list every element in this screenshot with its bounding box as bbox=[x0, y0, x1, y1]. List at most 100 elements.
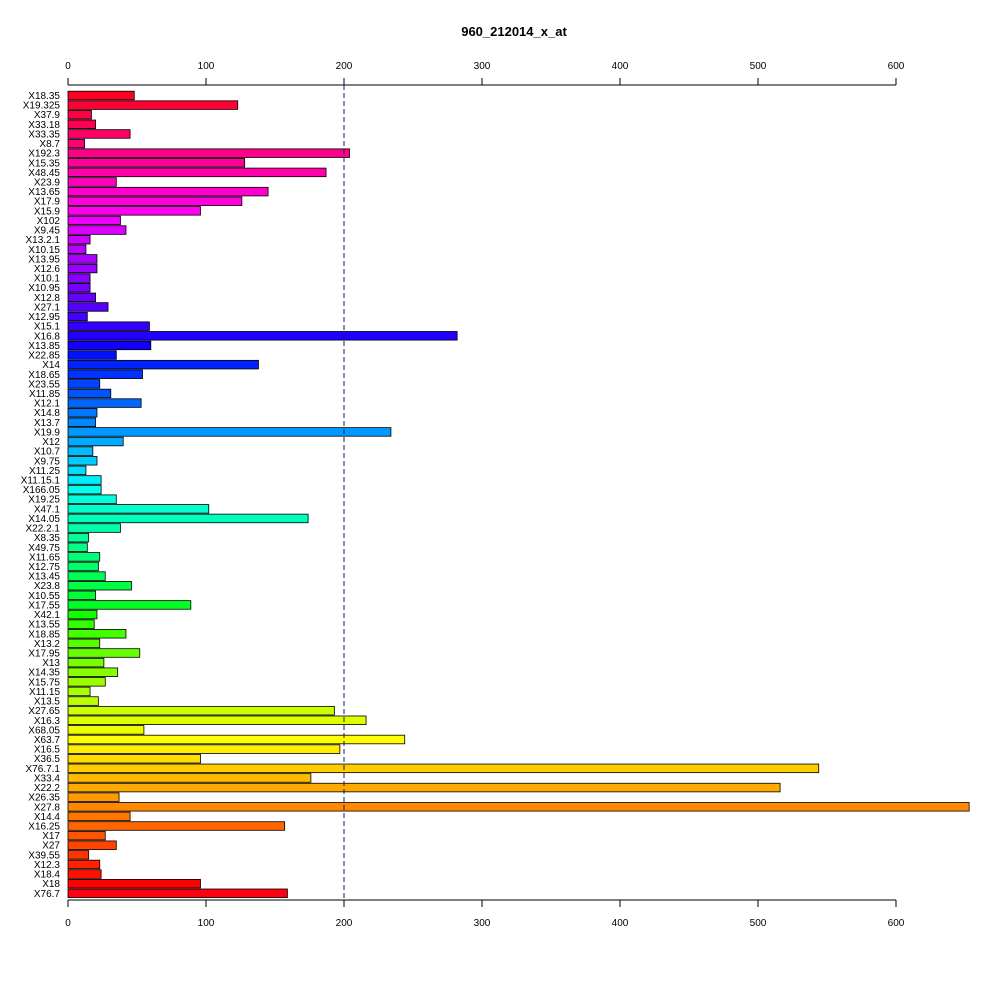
x-tick-label-bottom: 600 bbox=[888, 918, 905, 929]
bar bbox=[67, 619, 95, 629]
bar bbox=[67, 158, 246, 168]
bar bbox=[67, 802, 970, 812]
bar bbox=[67, 542, 88, 552]
category-label: X76.7.1 bbox=[26, 764, 61, 775]
category-label: X12.95 bbox=[28, 312, 60, 323]
bar bbox=[67, 696, 99, 706]
x-tick-label-top: 500 bbox=[750, 61, 767, 72]
bar bbox=[67, 571, 106, 581]
category-label: X15.1 bbox=[34, 322, 61, 333]
category-label: X33.35 bbox=[28, 129, 60, 140]
bar bbox=[67, 446, 94, 456]
category-label: X8.35 bbox=[34, 533, 61, 544]
category-label: X23.8 bbox=[34, 581, 61, 592]
category-label: X15.9 bbox=[34, 206, 61, 217]
category-label: X27.1 bbox=[34, 302, 61, 313]
bar bbox=[67, 148, 350, 158]
category-label: X192.3 bbox=[28, 149, 60, 160]
bar bbox=[67, 90, 135, 101]
category-label: X9.45 bbox=[34, 226, 61, 237]
category-label: X11.15 bbox=[29, 687, 60, 698]
category-label: X11.85 bbox=[29, 389, 60, 400]
category-label: X11.25 bbox=[29, 466, 60, 477]
x-tick-label-bottom: 300 bbox=[474, 918, 491, 929]
category-label: X22.2.1 bbox=[26, 524, 61, 535]
bar bbox=[67, 677, 106, 687]
x-tick-label-top: 0 bbox=[65, 61, 71, 72]
bar bbox=[67, 417, 97, 428]
bar bbox=[67, 532, 90, 543]
bar bbox=[67, 705, 335, 716]
bar bbox=[67, 475, 102, 485]
bar bbox=[67, 773, 312, 783]
category-label: X13.95 bbox=[28, 254, 60, 265]
x-tick-label-bottom: 500 bbox=[750, 918, 767, 929]
bar bbox=[67, 436, 124, 447]
category-label: X63.7 bbox=[34, 735, 61, 746]
bar bbox=[67, 177, 117, 187]
category-label: X26.35 bbox=[28, 793, 60, 804]
bar bbox=[67, 667, 119, 677]
bar bbox=[67, 119, 97, 130]
bar bbox=[67, 465, 87, 476]
category-label: X10.1 bbox=[34, 274, 61, 285]
x-axis-top: 0 100 200 300 400 500 600 bbox=[65, 61, 905, 86]
bar bbox=[67, 484, 102, 495]
category-label: X17.9 bbox=[34, 197, 61, 208]
bar bbox=[67, 648, 141, 658]
bar bbox=[67, 427, 392, 437]
category-label: X16.25 bbox=[28, 822, 60, 833]
bar bbox=[67, 331, 458, 341]
category-label: X166.05 bbox=[23, 485, 61, 496]
bar bbox=[67, 657, 105, 668]
bar bbox=[67, 811, 131, 822]
category-label: X13.2 bbox=[34, 639, 61, 650]
bar bbox=[67, 763, 820, 774]
category-label: X39.55 bbox=[28, 850, 60, 861]
x-axis-bottom: 0 100 200 300 400 500 600 bbox=[65, 899, 905, 929]
category-label: X17 bbox=[42, 831, 60, 842]
category-label: X19.25 bbox=[28, 495, 60, 506]
category-label: X23.9 bbox=[34, 178, 61, 189]
bar bbox=[67, 359, 259, 370]
category-label: X14.05 bbox=[28, 514, 60, 525]
category-label: X16.5 bbox=[34, 745, 61, 756]
category-label: X37.9 bbox=[34, 110, 61, 121]
bar bbox=[67, 609, 98, 620]
category-label: X13.55 bbox=[28, 620, 60, 631]
category-label: X17.55 bbox=[28, 600, 60, 611]
category-label: X102 bbox=[37, 216, 61, 227]
bar bbox=[67, 590, 97, 601]
bar bbox=[67, 552, 101, 562]
category-label: X12.75 bbox=[28, 562, 60, 573]
bar bbox=[67, 100, 239, 110]
bar bbox=[67, 494, 117, 504]
x-tick-label-top: 100 bbox=[198, 61, 215, 72]
category-label: X13.65 bbox=[28, 187, 60, 198]
bar bbox=[67, 110, 92, 120]
category-label: X13.2.1 bbox=[26, 235, 61, 246]
x-tick-label-top: 200 bbox=[336, 61, 353, 72]
category-label: X10.7 bbox=[34, 447, 61, 458]
category-label: X10.95 bbox=[28, 283, 60, 294]
category-label: X12.8 bbox=[34, 293, 61, 304]
bar bbox=[67, 292, 97, 303]
bar bbox=[67, 167, 327, 178]
category-label: X14.4 bbox=[34, 812, 61, 823]
x-tick-label-bottom: 100 bbox=[198, 918, 215, 929]
category-label: X10.15 bbox=[28, 245, 60, 256]
bar bbox=[67, 196, 243, 206]
category-label: X68.05 bbox=[28, 725, 60, 736]
bars-group bbox=[67, 90, 970, 899]
category-label: X49.75 bbox=[28, 543, 60, 554]
bar bbox=[67, 725, 145, 735]
bar bbox=[67, 734, 406, 745]
bar bbox=[67, 129, 131, 139]
bar bbox=[67, 686, 91, 697]
bar bbox=[67, 254, 98, 264]
x-tick-label-top: 400 bbox=[612, 61, 629, 72]
category-label: X27.8 bbox=[34, 802, 61, 813]
bar bbox=[67, 561, 99, 572]
category-label: X13 bbox=[42, 658, 60, 669]
